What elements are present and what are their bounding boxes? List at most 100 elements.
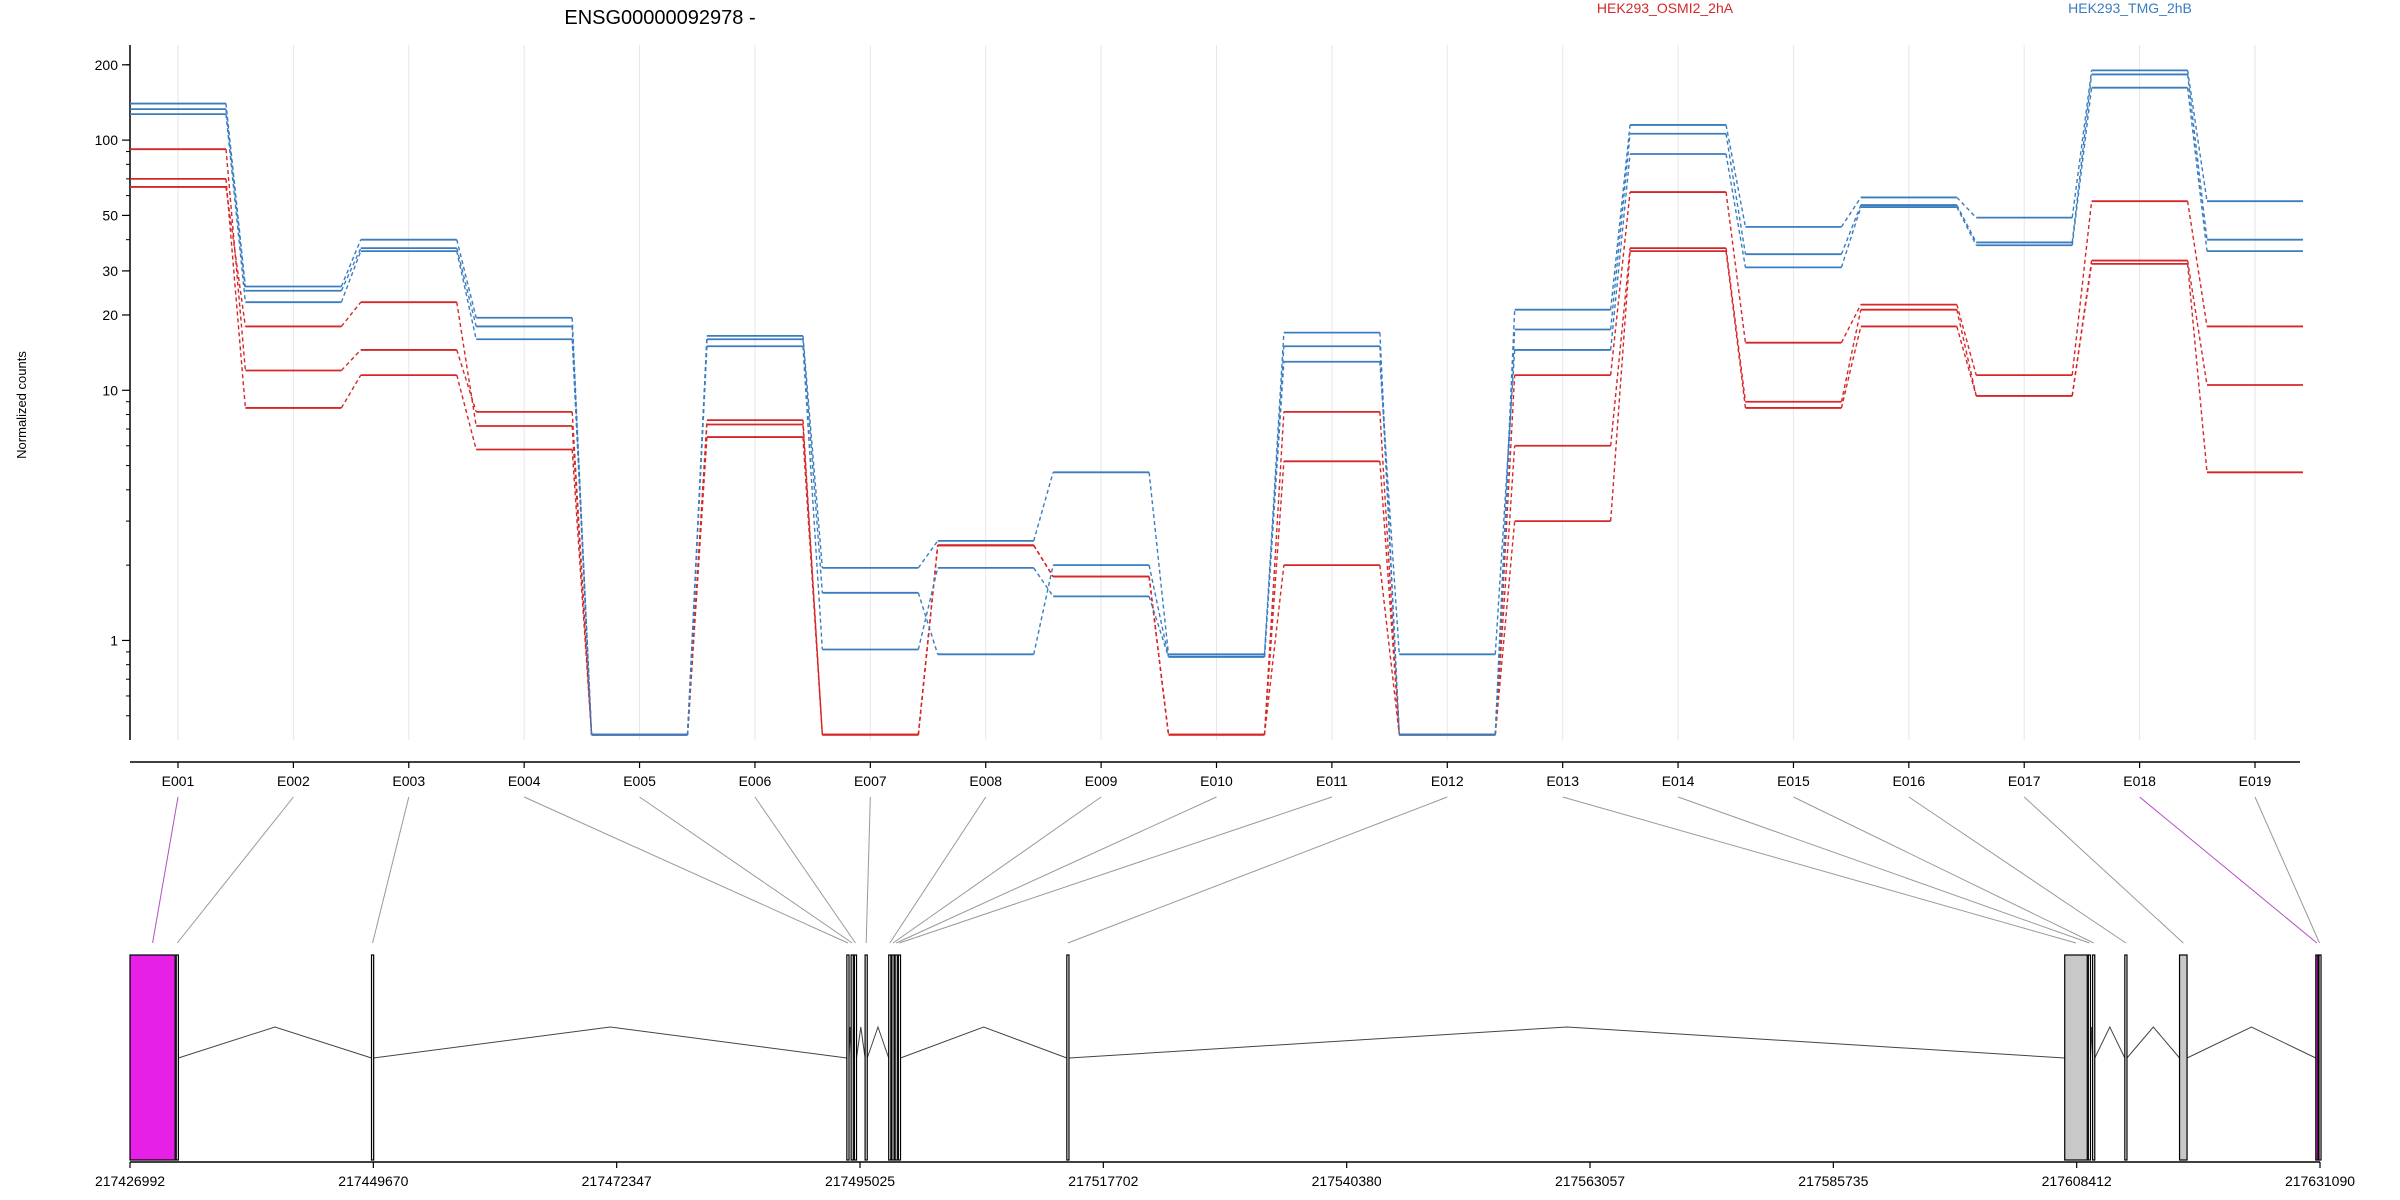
series-1-connector (340, 349, 362, 371)
series-3-connector (1263, 565, 1285, 735)
series-3-connector (1609, 251, 1631, 522)
series-6-connector (1725, 153, 1747, 268)
series-3-connector (1956, 326, 1977, 397)
genomic-tick-label: 217517702 (1068, 1173, 1138, 1189)
connector-e004 (523, 796, 849, 944)
series-5-connector (456, 247, 477, 327)
y-tick-label: 200 (95, 57, 119, 73)
connector-e010 (896, 796, 1217, 944)
series-6-connector (1379, 361, 1400, 655)
series-6-connector (225, 114, 247, 303)
connector-e013 (1562, 796, 2077, 944)
series-1-connector (1956, 304, 1977, 376)
series-5-connector (1956, 204, 1977, 243)
series-6-connector (456, 250, 477, 340)
series-1-connector (1263, 411, 1285, 735)
exon-box-e008 (888, 954, 892, 1161)
series-6-connector (2071, 87, 2093, 246)
x-tick-label-e002: E002 (277, 773, 310, 789)
series-2-connector (2071, 260, 2093, 396)
series-2-connector (1609, 248, 1631, 446)
series-3-connector (456, 302, 477, 427)
connector-e014 (1677, 796, 2090, 944)
series-5-connector (1494, 329, 1516, 735)
series-1-connector (225, 149, 247, 371)
exon-box-e019 (2318, 954, 2322, 1161)
series-2-connector (225, 178, 247, 408)
series-1-connector (1725, 191, 1747, 343)
intron-1 (178, 1026, 372, 1059)
series-2-connector (1494, 445, 1516, 735)
y-tick-label: 1 (110, 632, 118, 648)
genomic-tick-label: 217631090 (2285, 1173, 2355, 1189)
series-1-connector (456, 349, 477, 413)
x-tick-label-e009: E009 (1085, 773, 1118, 789)
y-tick-label: 50 (102, 207, 118, 223)
series-3-connector (1148, 576, 1170, 735)
series-3-connector (225, 186, 247, 327)
exon-box-e002 (175, 954, 179, 1161)
series-3 (130, 186, 2303, 736)
series-5-connector (1609, 133, 1631, 330)
series-4-connector (456, 239, 477, 318)
series-3-connector (802, 437, 824, 735)
x-tick-label-e014: E014 (1662, 773, 1695, 789)
series-4-connector (2071, 70, 2093, 218)
connector-e017 (2023, 796, 2184, 944)
gene-model (129, 954, 2322, 1161)
intron-2 (373, 1026, 847, 1059)
series-2-connector (456, 374, 477, 450)
exon-box-e004 (846, 954, 850, 1161)
connector-e002 (176, 796, 294, 944)
series-6-connector (1033, 567, 1054, 597)
series-6-connector (1148, 596, 1170, 658)
series-3-connector (1033, 544, 1054, 577)
exon-box-e006 (853, 954, 858, 1161)
connector-e005 (639, 796, 853, 944)
exon-box-e005 (850, 954, 854, 1161)
genomic-tick-label: 217563057 (1555, 1173, 1625, 1189)
connector-e008 (889, 796, 987, 944)
series-2-connector (340, 374, 362, 409)
series-layer (130, 69, 2303, 736)
y-axis-label: Normalized counts (14, 351, 29, 459)
y-tick-label: 10 (102, 382, 118, 398)
series-4-connector (1725, 124, 1747, 228)
exon-connectors (152, 796, 2320, 944)
series-6-connector (571, 339, 593, 735)
x-tick-label-e007: E007 (854, 773, 887, 789)
series-5-connector (917, 592, 939, 655)
genomic-axis: 217426992 217449670 217472347 217495025 2175… (95, 1161, 2355, 1189)
series-4-connector (917, 540, 939, 569)
series-6 (130, 86, 2303, 736)
series-4-connector (1148, 472, 1170, 655)
series-5-connector (1840, 204, 1862, 255)
series-5-connector (340, 247, 362, 292)
connector-e006 (754, 796, 856, 944)
series-1-connector (1840, 304, 1862, 343)
series-6-connector (1956, 206, 1977, 246)
series-6-connector (802, 346, 824, 650)
series-3-connector (686, 437, 708, 735)
y-tick-label: 20 (102, 307, 118, 323)
connector-e001 (152, 796, 179, 944)
connector-e011 (899, 796, 1333, 944)
series-3-connector (1725, 251, 1747, 409)
series-5-connector (1148, 564, 1170, 657)
exon-box-e001 (129, 954, 176, 1161)
gridlines (177, 45, 2256, 740)
series-1-connector (1609, 191, 1631, 376)
exon-box-e013 (2064, 954, 2088, 1161)
series-2-connector (2186, 260, 2208, 386)
x-axis: E001 E002 E003 E004 E005 E006 E007 E008 E009 E010… (130, 761, 2300, 789)
x-tick-label-e001: E001 (162, 773, 195, 789)
series-2-connector (1956, 309, 1977, 397)
connector-e019 (2254, 796, 2320, 944)
exon-box-e009 (891, 954, 895, 1161)
x-tick-label-e018: E018 (2123, 773, 2156, 789)
x-tick-label-e016: E016 (1892, 773, 1925, 789)
x-tick-label-e010: E010 (1200, 773, 1233, 789)
series-6-connector (340, 250, 362, 303)
series-4-connector (340, 239, 362, 287)
